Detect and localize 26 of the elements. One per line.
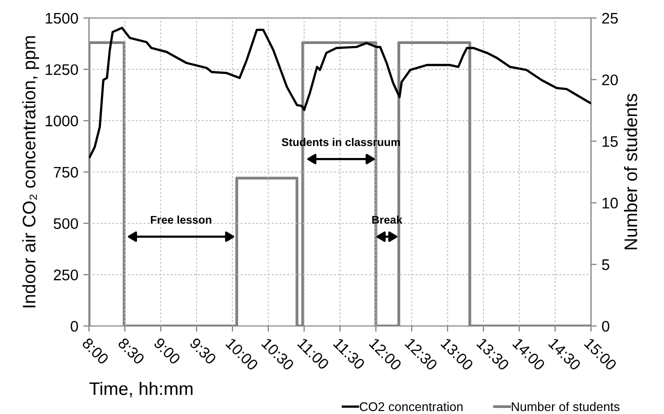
x-tick-label: 9:30 [189, 337, 217, 365]
y2-axis-title: Number of students [624, 94, 638, 250]
x-tick-label: 8:00 [82, 337, 110, 365]
y-tick-label: 500 [54, 218, 78, 230]
x-tick-label: 9:00 [153, 337, 182, 365]
y2-tick-label: 10 [602, 198, 618, 208]
y2-tick-label: 20 [602, 74, 618, 86]
y-tick-label: 0 [70, 320, 78, 332]
y2-tick-label: 25 [602, 12, 618, 24]
y2-tick-label: 5 [602, 259, 610, 270]
line-series [89, 26, 591, 158]
y-tick-label: 750 [54, 166, 78, 178]
x-tick-label: 8:30 [117, 337, 146, 365]
y-tick-label: 1500 [46, 12, 78, 24]
legend-label: CO2 concentration [360, 402, 463, 412]
y-tick-label: 250 [54, 270, 78, 280]
annotation: Free lesson [150, 216, 212, 224]
y-axis-title: Indoor air CO₂ concentration, ppm [22, 36, 40, 308]
y-tick-label: 1250 [46, 64, 78, 76]
y2-tick-label: 0 [602, 320, 610, 332]
legend-label: Number of students [512, 402, 620, 412]
y2-tick-label: 15 [602, 136, 618, 147]
y-tick-label: 1000 [46, 116, 78, 126]
annotation: Break [372, 216, 402, 224]
annotation: Students in classruum [282, 138, 400, 146]
x-axis-title: Time, hh:mm [89, 382, 192, 398]
